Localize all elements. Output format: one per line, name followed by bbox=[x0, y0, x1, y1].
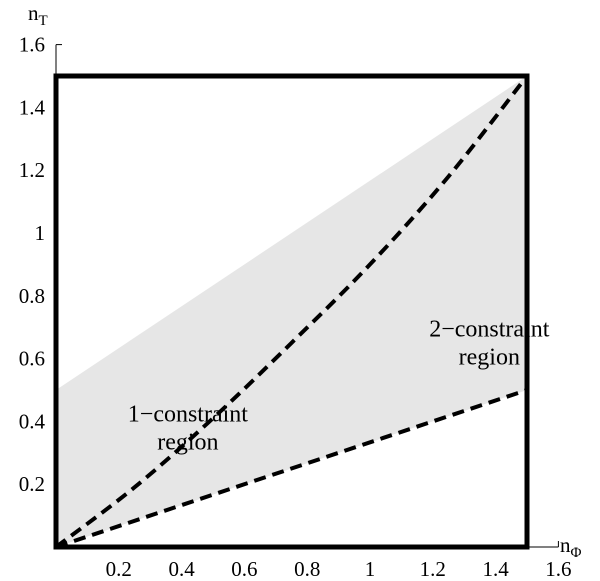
shaded-region-layer bbox=[56, 76, 527, 547]
labels-layer: 0.2 0.4 0.6 0.8 1 1.2 1.4 1.6 0.2 0.4 0.6 0.8 1 1.2 1.… bbox=[19, 1, 582, 581]
series-line-2 bbox=[55, 388, 528, 549]
series-line-1 bbox=[54, 74, 529, 549]
y-tick-label: 0.6 bbox=[19, 347, 45, 371]
plot-frame bbox=[53, 73, 530, 550]
y-tick-label: 1 bbox=[35, 221, 46, 245]
x-tick-label: 1.2 bbox=[420, 557, 446, 581]
x-tick-label: 1.4 bbox=[482, 557, 509, 581]
x-tick-label: 1.6 bbox=[545, 557, 571, 581]
y-tick-label: 1.2 bbox=[19, 158, 45, 182]
y-tick-label: 0.2 bbox=[19, 472, 45, 496]
series-layer bbox=[54, 74, 529, 549]
y-axis-title: nT bbox=[28, 1, 48, 29]
x-tick-label: 0.2 bbox=[106, 557, 132, 581]
annotation-1-line-2: region bbox=[459, 345, 520, 371]
x-tick-label: 0.8 bbox=[294, 557, 320, 581]
shaded-region bbox=[56, 76, 527, 547]
annotation-2-line-2: region bbox=[157, 429, 218, 455]
y-tick-label: 1.4 bbox=[19, 95, 46, 119]
x-tick-label: 0.6 bbox=[231, 557, 257, 581]
annotation-1-line-1: 2−constraint bbox=[429, 317, 550, 343]
y-tick-label: 0.8 bbox=[19, 284, 45, 308]
x-axis-title: nΦ bbox=[560, 533, 582, 561]
annotation-2-line-1: 1−constraint bbox=[128, 401, 249, 427]
plot-frame-layer bbox=[53, 73, 530, 550]
x-tick-label: 1 bbox=[365, 557, 376, 581]
y-tick-label: 1.6 bbox=[19, 33, 45, 57]
axes-layer bbox=[55, 44, 559, 548]
y-tick-label: 0.4 bbox=[19, 409, 46, 433]
x-tick-label: 0.4 bbox=[168, 557, 195, 581]
